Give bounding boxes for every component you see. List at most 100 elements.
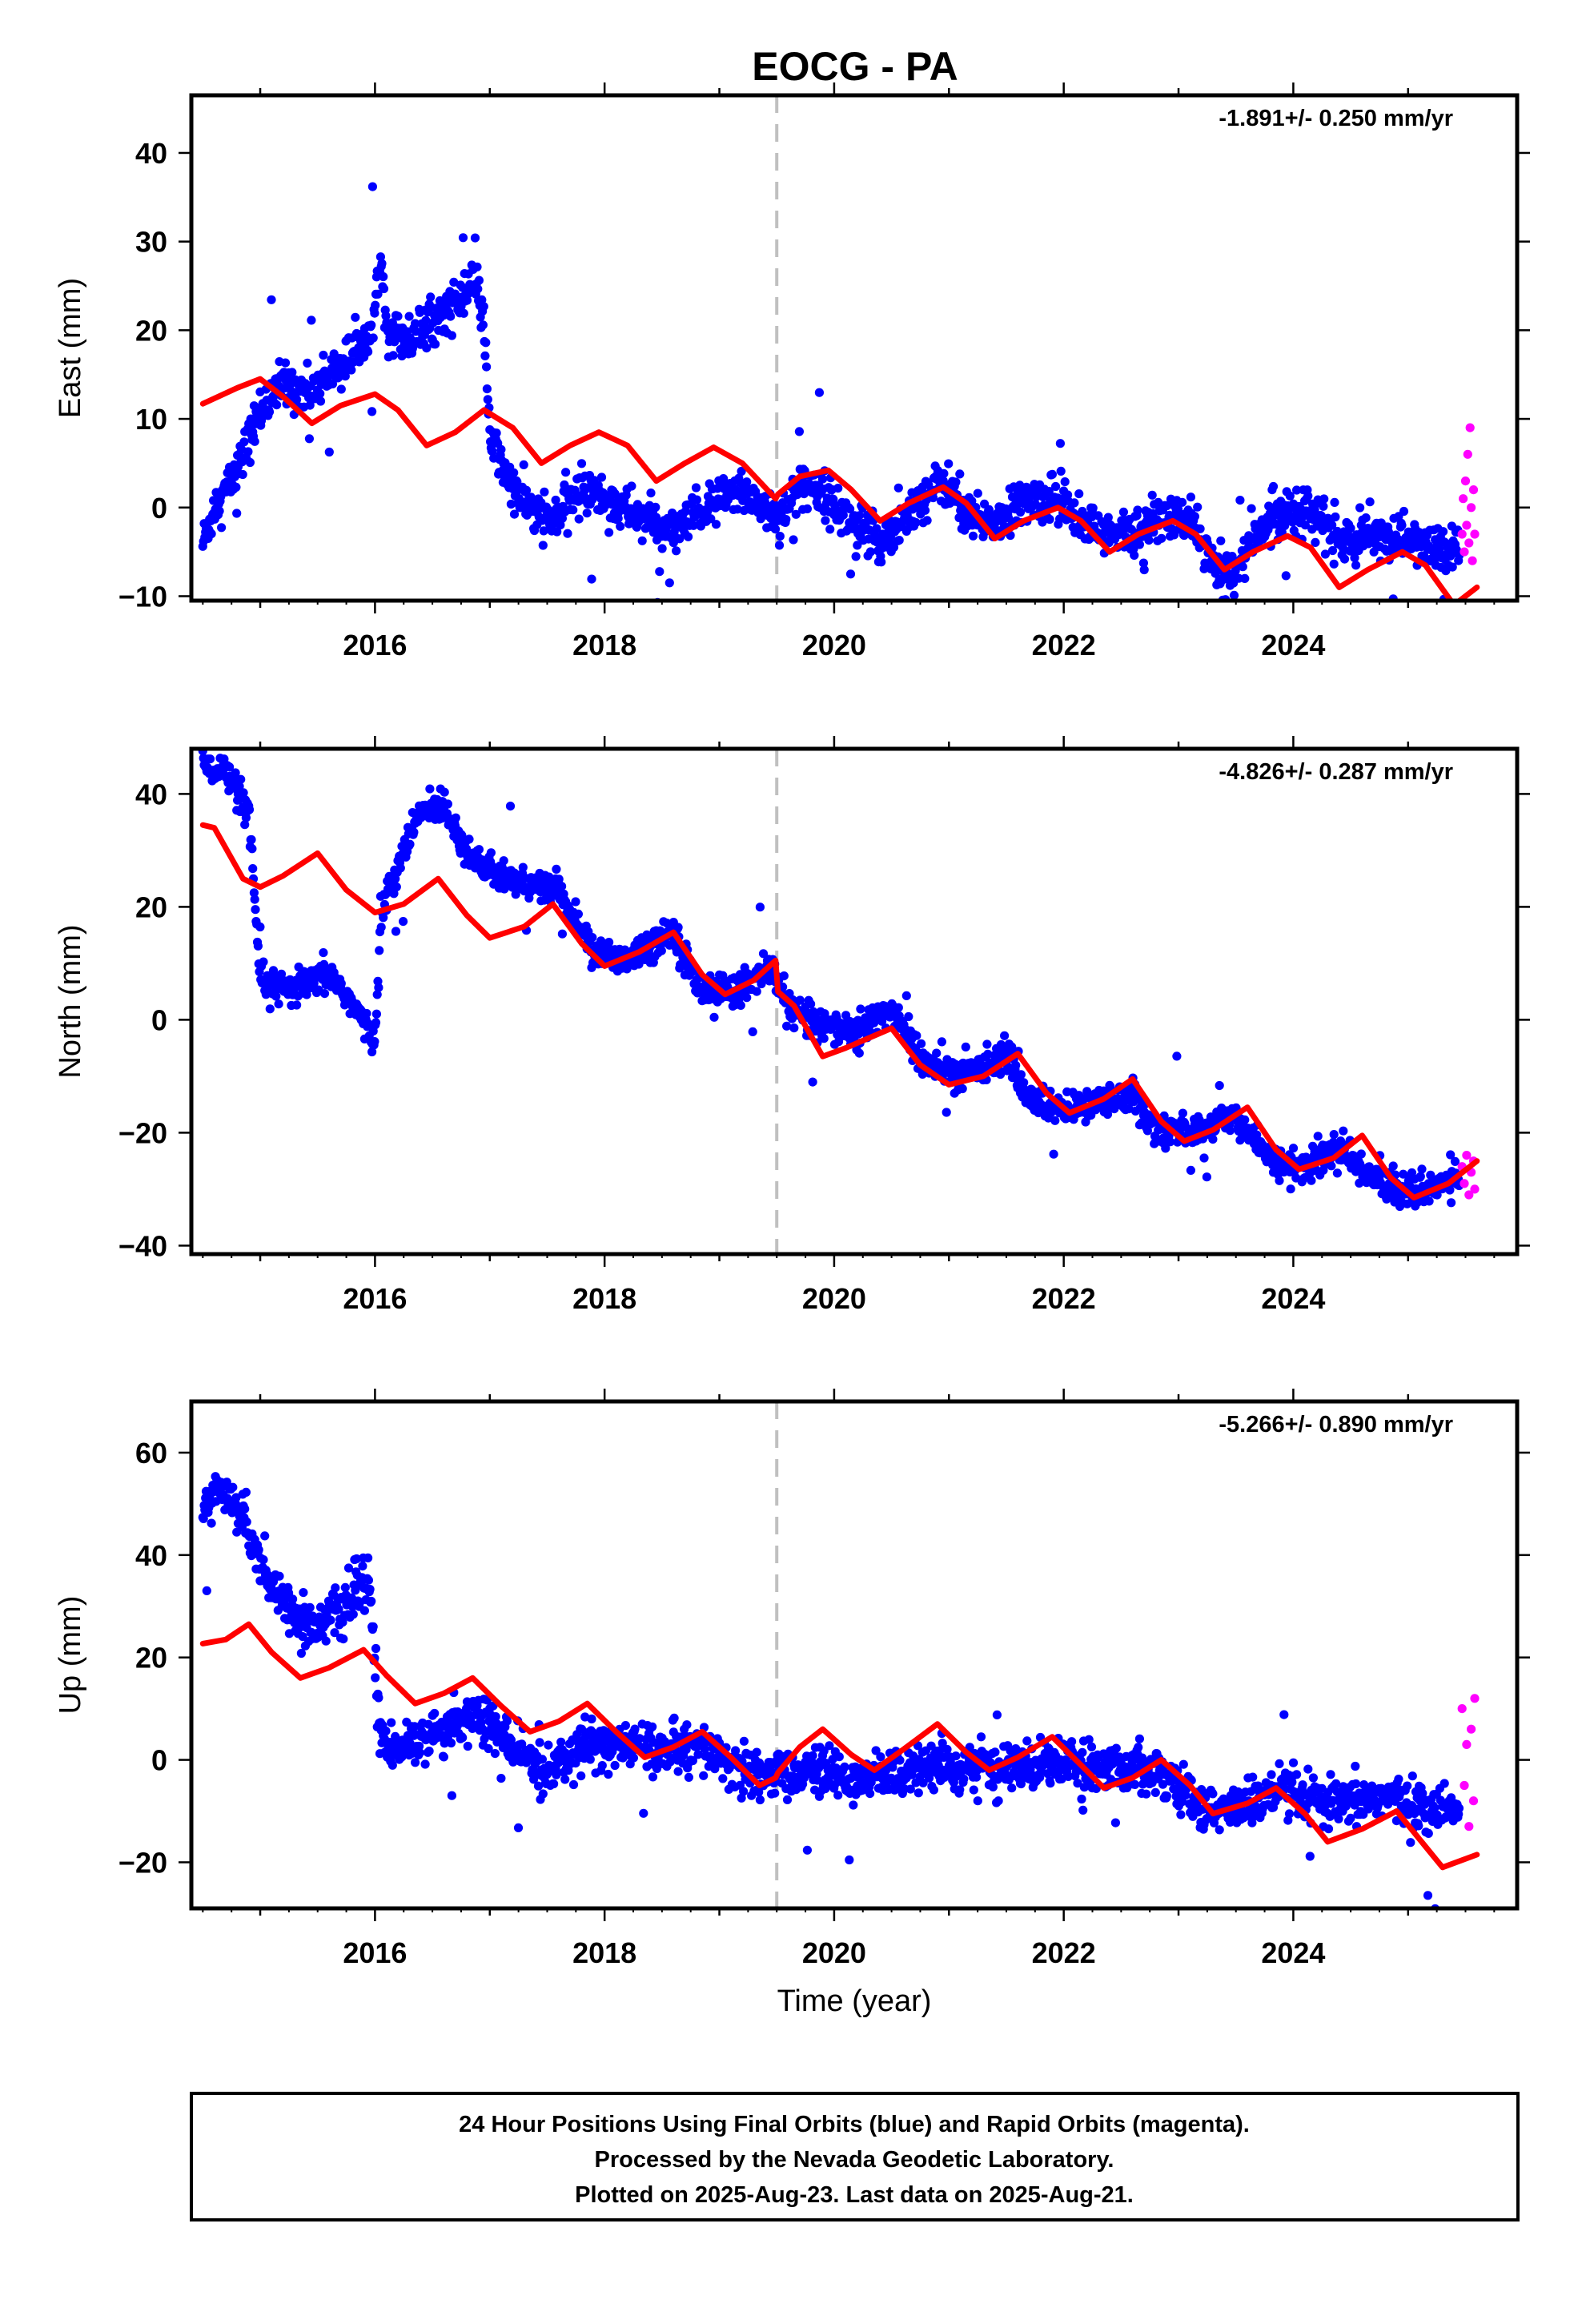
east-final-point [781, 515, 791, 525]
up-final-point [446, 1738, 456, 1748]
north-final-point [440, 787, 449, 797]
east-final-point [239, 437, 249, 447]
east-final-point [1045, 514, 1054, 525]
up-final-point [560, 1775, 570, 1784]
east-final-point [446, 312, 456, 321]
east-final-point [538, 541, 548, 550]
up-final-point [810, 1785, 820, 1795]
north-final-point [1050, 1116, 1060, 1125]
north-final-point [1199, 1153, 1209, 1163]
north-rapid-point [1464, 1190, 1474, 1200]
up-final-point [635, 1734, 644, 1743]
east-rapid-point [1460, 476, 1471, 486]
east-final-point [375, 252, 385, 262]
east-final-point [1162, 501, 1172, 511]
north-y-tick-label: −40 [118, 1229, 167, 1262]
east-final-point [363, 347, 373, 356]
east-final-point [496, 444, 506, 454]
north-final-point [656, 946, 666, 955]
up-final-point [242, 1517, 251, 1526]
east-final-point [789, 535, 798, 545]
east-y-tick-label: 10 [135, 403, 167, 436]
east-final-point [272, 400, 282, 410]
up-final-point [339, 1634, 348, 1644]
east-rapid-point [1460, 547, 1469, 557]
north-final-point [1339, 1126, 1348, 1136]
up-final-point [840, 1762, 849, 1771]
up-final-point [802, 1845, 813, 1855]
east-final-point [825, 525, 835, 534]
north-final-point [367, 1047, 377, 1057]
north-final-point [451, 813, 460, 822]
north-x-tick-label: 2024 [1261, 1282, 1325, 1315]
east-frame [189, 93, 1520, 603]
north-final-point [904, 1011, 913, 1022]
up-final-point [556, 1737, 566, 1747]
east-final-point [637, 536, 647, 545]
up-final-point [351, 1554, 361, 1564]
north-final-point [1208, 1135, 1218, 1144]
up-final-point [296, 1648, 306, 1659]
up-final-point [463, 1741, 472, 1751]
east-final-point [1311, 537, 1320, 548]
east-final-point [627, 481, 636, 491]
north-final-point [1329, 1130, 1339, 1140]
east-final-point [1439, 527, 1448, 537]
north-final-point [1172, 1051, 1182, 1061]
east-final-point [1292, 485, 1302, 495]
east-final-point [1190, 512, 1199, 521]
north-final-point [757, 979, 766, 989]
north-final-point [557, 929, 568, 939]
east-final-point [509, 468, 519, 477]
east-final-point [984, 505, 994, 515]
north-final-point [391, 882, 401, 892]
north-final-point [396, 863, 405, 873]
north-final-point [372, 990, 382, 999]
north-final-point [464, 834, 474, 844]
east-final-point [1319, 494, 1329, 504]
north-final-point [1019, 1078, 1029, 1088]
up-final-point [834, 1752, 844, 1762]
north-final-point [1417, 1164, 1427, 1174]
east-final-point [1397, 521, 1407, 530]
north-final-point [244, 805, 255, 814]
east-final-point [665, 578, 674, 588]
north-final-point [499, 856, 508, 866]
up-final-point [207, 1518, 216, 1528]
east-rapid-point [1468, 485, 1479, 495]
north-final-point [983, 1049, 993, 1059]
east-y-tick-label: 0 [151, 492, 167, 525]
north-final-point [795, 995, 805, 1005]
east-final-point [889, 542, 899, 553]
east-final-point [264, 407, 275, 416]
up-final-point [358, 1562, 367, 1571]
north-final-point [239, 788, 248, 798]
east-final-point [431, 340, 440, 349]
east-final-point [411, 319, 420, 328]
east-final-point [1134, 540, 1144, 549]
east-final-point [1044, 486, 1054, 497]
east-final-point [1327, 521, 1337, 530]
up-final-point [381, 1726, 391, 1736]
north-final-point [958, 1084, 967, 1094]
up-final-point [755, 1795, 765, 1805]
up-final-point [415, 1748, 425, 1758]
east-final-point [1264, 501, 1274, 511]
east-final-point [1240, 573, 1250, 584]
north-final-point [1202, 1172, 1211, 1182]
up-final-point [652, 1763, 662, 1774]
east-final-point [604, 528, 614, 537]
east-final-point [287, 368, 297, 377]
east-final-point [613, 513, 623, 524]
north-final-point [557, 882, 567, 891]
east-y-axis-label: East (mm) [54, 278, 87, 418]
north-final-point [240, 820, 250, 830]
north-final-point [250, 895, 259, 904]
east-rate-label: -1.891+/- 0.250 mm/yr [1219, 106, 1453, 131]
east-final-point [421, 316, 431, 325]
north-final-point [819, 1034, 829, 1043]
east-rapid-point [1467, 503, 1476, 513]
east-final-point [582, 509, 592, 518]
up-final-point [813, 1775, 822, 1785]
